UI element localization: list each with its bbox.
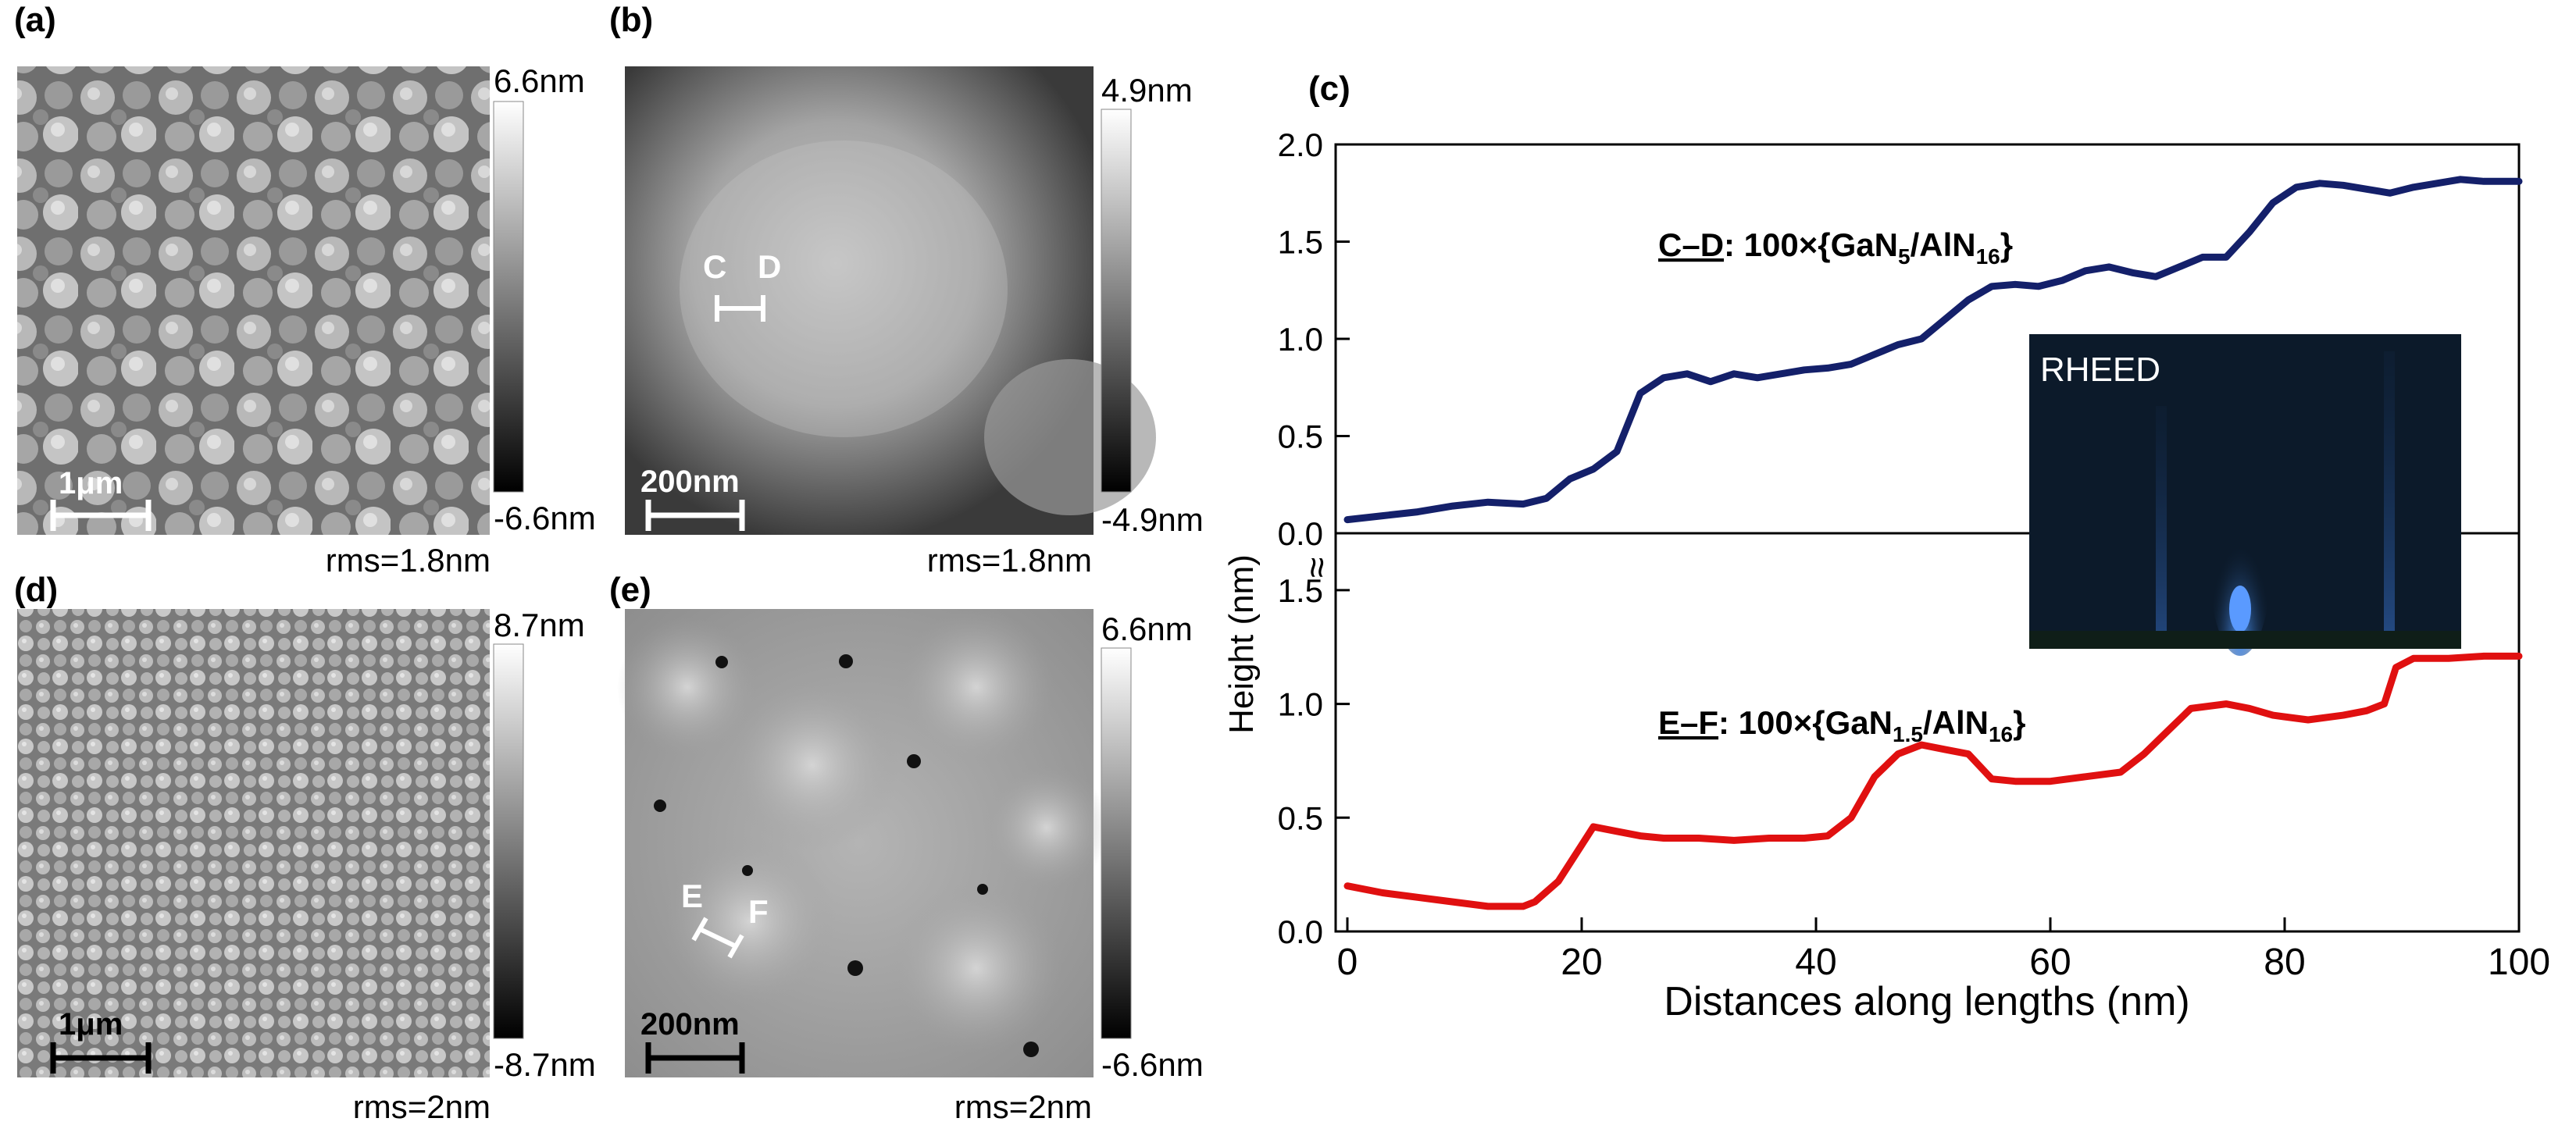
panel-e-scale-bar [645, 1042, 745, 1074]
y-tick-label-upper: 1.0 [1278, 321, 1323, 358]
y-tick-label-upper: 2.0 [1278, 126, 1323, 163]
x-tick-label: 60 [2029, 942, 2071, 983]
y-axis-ticks-upper: 0.0 0.5 1.0 1.5 2.0 [1278, 126, 1350, 552]
y-tick-label-lower: 0.0 [1278, 913, 1323, 950]
marker-e: E [681, 878, 703, 914]
panel-c-label: (c) [1308, 69, 1350, 108]
y-tick-label-upper: 0.0 [1278, 515, 1323, 552]
series-ef-label: E–F: 100×{GaN1.5/AlN16} [1658, 704, 2025, 746]
panel-d-cbar-min: -8.7nm [494, 1046, 596, 1083]
panel-a-colorbar [493, 101, 524, 493]
panel-e-rms: rms=2nm [954, 1088, 1092, 1125]
ef-marker [691, 917, 744, 959]
panel-b-colorbar [1101, 109, 1132, 493]
series-cd-line [1343, 176, 2523, 524]
y-tick-label-lower: 1.0 [1278, 686, 1323, 723]
panel-d-label: (d) [14, 571, 58, 609]
panel-e-colorbar [1101, 647, 1132, 1039]
series-ef-line [1343, 652, 2523, 910]
panel-d-rms: rms=2nm [353, 1088, 491, 1125]
marker-c: C [703, 248, 726, 285]
y-tick-label-upper: 1.5 [1278, 224, 1323, 261]
marker-d: D [758, 248, 781, 285]
x-axis-ticks: 0 20 40 60 80 100 [1337, 917, 2550, 983]
cd-marker [715, 295, 765, 322]
panel-a-cbar-min: -6.6nm [494, 500, 596, 536]
panel-e-cbar-max: 6.6nm [1101, 611, 1193, 647]
panel-a-rms: rms=1.8nm [326, 542, 491, 579]
x-tick-label: 100 [2488, 942, 2550, 983]
rheed-inset: RHEED [2029, 334, 2461, 656]
panel-d-scale-label: 1μm [59, 1007, 123, 1042]
panel-e-scale-label: 200nm [640, 1007, 740, 1042]
y-tick-label-lower: 1.5 [1278, 572, 1323, 609]
panel-d: (d) 1μm 8.7nm -8.7nm rms=2nm [14, 571, 596, 1125]
y-axis-label: Height (nm) [1222, 554, 1261, 734]
panel-a-scale-bar [50, 500, 152, 531]
panel-a-scale-label: 1μm [59, 466, 123, 500]
panel-a: (a) 1μm 6.6nm -6.6nm rms=1.8nm [14, 1, 596, 579]
panel-b-scale-bar [645, 500, 745, 531]
plot-frame [1334, 143, 2521, 933]
panel-b: (b) C D 200nm 4.9nm -4.9nm rms=1.8nm [609, 1, 1204, 579]
y-tick-label-lower: 0.5 [1278, 799, 1323, 836]
y-axis-ticks-lower: 0.0 0.5 1.0 1.5 [1278, 572, 1350, 950]
x-tick-label: 20 [1561, 942, 1602, 983]
series-cd-label: C–D: 100×{GaN5/AlN16} [1658, 226, 2013, 269]
y-tick-label-upper: 0.5 [1278, 418, 1323, 455]
panel-d-colorbar [493, 643, 524, 1039]
x-tick-label: 0 [1337, 942, 1358, 983]
panel-d-scale-bar [50, 1042, 152, 1074]
panel-e: (e) E F 200nm 6.6nm -6.6nm rms=2nm [609, 571, 1204, 1125]
panel-b-cbar-max: 4.9nm [1101, 72, 1193, 109]
panel-e-label: (e) [609, 571, 651, 609]
panel-e-cbar-min: -6.6nm [1101, 1046, 1204, 1083]
panel-a-afm-image [17, 66, 490, 535]
panel-a-cbar-max: 6.6nm [494, 62, 585, 99]
panel-d-afm-image [17, 609, 490, 1077]
panel-c: (c) ≈ 0 20 40 60 80 100 0.00.51.01.52.0 0.00.… [1222, 69, 2550, 1024]
panel-b-label: (b) [609, 1, 653, 39]
x-axis-label: Distances along lengths (nm) [1664, 979, 2189, 1024]
panel-b-cbar-min: -4.9nm [1101, 501, 1204, 538]
axis-break-symbol: ≈ [1297, 557, 1338, 578]
x-tick-label: 80 [2264, 942, 2305, 983]
rheed-label: RHEED [2040, 351, 2160, 389]
x-tick-label: 40 [1795, 942, 1836, 983]
panel-d-cbar-max: 8.7nm [494, 607, 585, 643]
panel-b-rms: rms=1.8nm [927, 542, 1092, 579]
panel-b-scale-label: 200nm [640, 465, 740, 499]
marker-f: F [748, 893, 769, 930]
panel-a-label: (a) [14, 1, 56, 39]
